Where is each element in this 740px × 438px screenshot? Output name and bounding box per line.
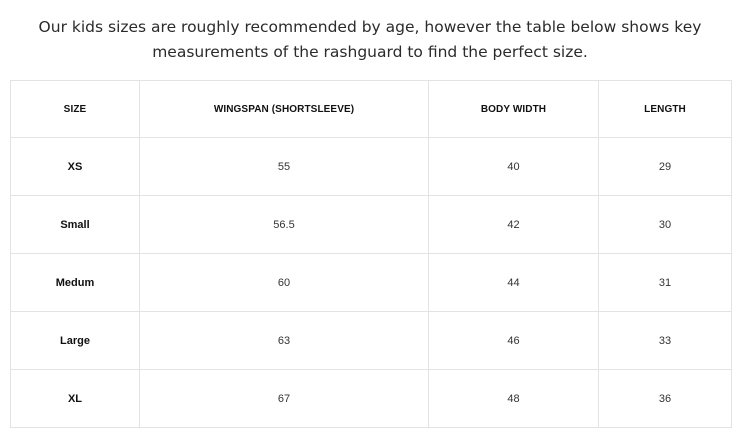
table-row: Medum 60 44 31 [10,253,732,312]
table-row: Large 63 46 33 [10,311,732,370]
table-header-row: SIZE WINGSPAN (SHORTSLEEVE) BODY WIDTH L… [10,80,732,138]
table-row: XS 55 40 29 [10,137,732,196]
table-row: Small 56.5 42 30 [10,195,732,254]
wingspan-cell: 56.5 [139,195,429,254]
wingspan-cell: 55 [139,137,429,196]
length-cell: 36 [598,369,732,428]
body-width-cell: 40 [428,137,599,196]
wingspan-cell: 67 [139,369,429,428]
length-cell: 33 [598,311,732,370]
size-cell: Small [10,195,140,254]
size-cell: Medum [10,253,140,312]
body-width-cell: 48 [428,369,599,428]
size-cell: XL [10,369,140,428]
wingspan-cell: 63 [139,311,429,370]
wingspan-cell: 60 [139,253,429,312]
length-cell: 31 [598,253,732,312]
intro-line-1: Our kids sizes are roughly recommended b… [38,18,702,36]
intro-text: Our kids sizes are roughly recommended b… [0,15,740,65]
size-cell: Large [10,311,140,370]
header-length: LENGTH [598,80,732,138]
body-width-cell: 42 [428,195,599,254]
header-size: SIZE [10,80,140,138]
length-cell: 29 [598,137,732,196]
header-wingspan: WINGSPAN (SHORTSLEEVE) [139,80,429,138]
size-chart-table: SIZE WINGSPAN (SHORTSLEEVE) BODY WIDTH L… [10,80,732,428]
intro-line-2: measurements of the rashguard to find th… [152,43,588,61]
length-cell: 30 [598,195,732,254]
table-row: XL 67 48 36 [10,369,732,428]
size-cell: XS [10,137,140,196]
body-width-cell: 46 [428,311,599,370]
header-body-width: BODY WIDTH [428,80,599,138]
body-width-cell: 44 [428,253,599,312]
